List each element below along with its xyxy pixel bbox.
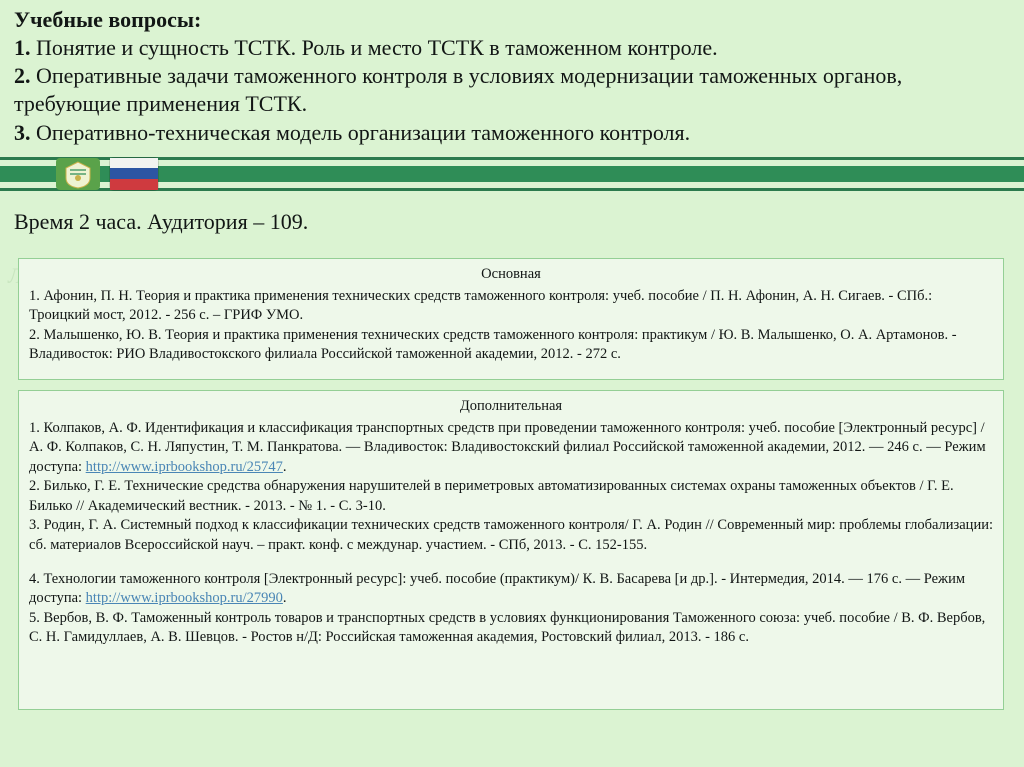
flag-stripe-white xyxy=(110,158,158,169)
question-3-num: 3. xyxy=(14,120,31,145)
extra-references-box: Дополнительная 1. Колпаков, А. Ф. Иденти… xyxy=(18,390,1004,710)
time-auditory-line: Время 2 часа. Аудитория – 109. xyxy=(0,191,1024,235)
main-ref-2: 2. Малышенко, Ю. В. Теория и практика пр… xyxy=(29,326,993,365)
extra-references-title: Дополнительная xyxy=(29,397,993,417)
extra-ref-5: 5. Вербов, В. Ф. Таможенный контроль тов… xyxy=(29,609,993,648)
question-1-text: Понятие и сущность ТСТК. Роль и место ТС… xyxy=(31,35,718,60)
extra-ref-1-post: . xyxy=(283,459,287,475)
russia-flag-icon xyxy=(110,158,158,190)
question-1: 1. Понятие и сущность ТСТК. Роль и место… xyxy=(14,34,1010,62)
customs-emblem-icon xyxy=(56,158,100,190)
question-2-num: 2. xyxy=(14,63,31,88)
divider-band xyxy=(0,157,1024,191)
main-ref-1: 1. Афонин, П. Н. Теория и практика приме… xyxy=(29,287,993,326)
question-3-text: Оперативно-техническая модель организаци… xyxy=(31,120,691,145)
extra-ref-1-link[interactable]: http://www.iprbookshop.ru/25747 xyxy=(86,459,283,475)
flag-stripe-red xyxy=(110,179,158,190)
main-references-title: Основная xyxy=(29,265,993,285)
main-references-box: Основная 1. Афонин, П. Н. Теория и практ… xyxy=(18,258,1004,380)
flag-stripe-blue xyxy=(110,168,158,179)
extra-ref-1: 1. Колпаков, А. Ф. Идентификация и класс… xyxy=(29,419,993,478)
extra-ref-4: 4. Технологии таможенного контроля [Элек… xyxy=(29,570,993,609)
extra-ref-4-link[interactable]: http://www.iprbookshop.ru/27990 xyxy=(86,590,283,606)
question-1-num: 1. xyxy=(14,35,31,60)
slide: Учебные вопросы: 1. Понятие и сущность Т… xyxy=(0,0,1024,767)
study-questions: Учебные вопросы: 1. Понятие и сущность Т… xyxy=(0,0,1024,157)
extra-ref-3: 3. Родин, Г. А. Системный подход к класс… xyxy=(29,516,993,555)
questions-heading: Учебные вопросы: xyxy=(14,6,1010,34)
question-2: 2. Оперативные задачи таможенного контро… xyxy=(14,62,1010,118)
extra-ref-2: 2. Билько, Г. Е. Технические средства об… xyxy=(29,477,993,516)
extra-ref-4-post: . xyxy=(283,590,287,606)
question-3: 3. Оперативно-техническая модель организ… xyxy=(14,119,1010,147)
question-2-text: Оперативные задачи таможенного контроля … xyxy=(14,63,902,116)
spacer xyxy=(29,556,993,570)
